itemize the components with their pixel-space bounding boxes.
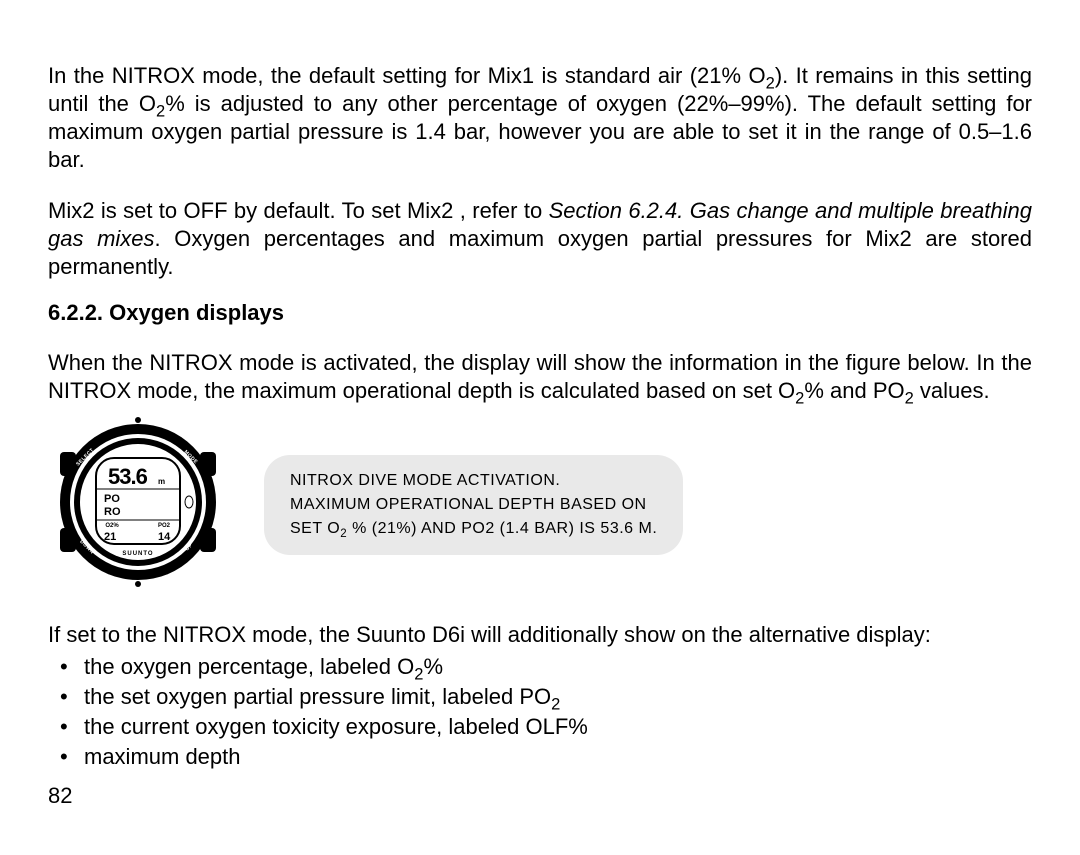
watch-illustration: SELECT MODE DOWN UP 53.6 m PO RO O2% [48, 412, 228, 599]
lcd-label-o2pct: O2% [105, 523, 119, 529]
list-item: maximum depth [56, 743, 1032, 771]
list-item: the current oxygen toxicity exposure, la… [56, 713, 1032, 741]
subscript: 2 [795, 390, 804, 408]
lcd-label-po2: PO2 [158, 523, 171, 529]
callout-nitrox-activation: NITROX DIVE MODE ACTIVATION. MAXIMUM OPE… [264, 455, 683, 555]
brand-label: SUUNTO [122, 551, 153, 557]
heading-oxygen-displays: 6.2.2. Oxygen displays [48, 299, 1032, 327]
subscript: 2 [905, 390, 914, 408]
bullet-list: the oxygen percentage, labeled O2% the s… [48, 653, 1032, 772]
list-item: the set oxygen partial pressure limit, l… [56, 683, 1032, 711]
text: values. [914, 378, 990, 403]
callout-line: NITROX DIVE MODE ACTIVATION. [290, 469, 657, 493]
text: % and PO [804, 378, 904, 403]
text: % is adjusted to any other percentage of… [48, 91, 1032, 172]
callout-line: MAXIMUM OPERATIONAL DEPTH BASED ON [290, 493, 657, 517]
callout-line: SET O2 % (21%) AND PO2 (1.4 BAR) IS 53.6… [290, 517, 657, 541]
lcd-row-ro: RO [104, 506, 121, 518]
lcd-po2-value: 14 [158, 531, 171, 543]
figure-row: SELECT MODE DOWN UP 53.6 m PO RO O2% [48, 412, 1032, 599]
text: In the NITROX mode, the default setting … [48, 63, 766, 88]
list-item: the oxygen percentage, labeled O2% [56, 653, 1032, 681]
subscript: 2 [766, 74, 775, 92]
page-number: 82 [48, 782, 1032, 810]
text: Mix2 is set to OFF by default. To set Mi… [48, 198, 549, 223]
paragraph-alt-display: If set to the NITROX mode, the Suunto D6… [48, 621, 1032, 649]
paragraph-nitrox-mix1: In the NITROX mode, the default setting … [48, 62, 1032, 175]
paragraph-mix2: Mix2 is set to OFF by default. To set Mi… [48, 197, 1032, 281]
lcd-o2-value: 21 [104, 531, 116, 543]
lcd-depth-unit: m [158, 477, 165, 486]
lcd-depth-value: 53.6 [108, 464, 148, 489]
paragraph-oxygen-displays: When the NITROX mode is activated, the d… [48, 349, 1032, 405]
subscript: 2 [156, 103, 165, 121]
lcd-row-po: PO [104, 493, 120, 505]
text: . Oxygen percentages and maximum oxygen … [48, 226, 1032, 279]
